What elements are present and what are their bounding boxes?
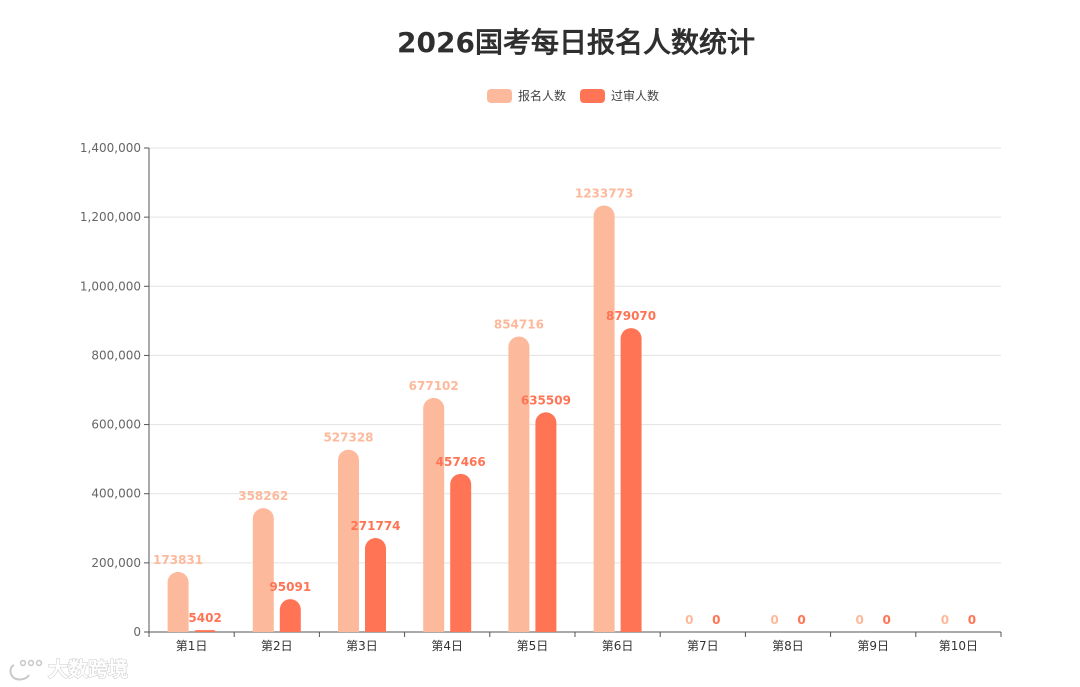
bar-value-label: 95091	[269, 580, 311, 594]
data-labels: 173831 358262 527328 677102 854716 1233773 0 0 0…	[153, 186, 976, 627]
bar-value-label: 854716	[494, 318, 544, 332]
bar-approved	[365, 538, 386, 632]
x-axis: 第1日 第2日 第3日 第4日 第5日 第6日 第7日 第8日 第9日 第10日	[148, 631, 1002, 653]
watermark-logo-icon	[9, 659, 43, 681]
bar-value-label: 0	[712, 613, 720, 627]
bar-value-label: 0	[797, 613, 805, 627]
bar-registered	[338, 449, 359, 632]
grid-lines	[149, 147, 1001, 564]
legend-item-registered[interactable]: 报名人数	[487, 88, 566, 103]
bar-approved	[194, 630, 216, 632]
legend-swatch	[580, 89, 605, 103]
x-tick-label: 第10日	[939, 639, 978, 653]
x-tick-label: 第5日	[517, 639, 549, 653]
bar-value-label: 173831	[153, 553, 203, 567]
bar-value-label: 0	[883, 613, 891, 627]
bar-approved	[535, 412, 557, 632]
y-tick-label: 1,200,000	[80, 210, 141, 224]
bars	[167, 205, 642, 632]
bar-value-label: 0	[941, 613, 949, 627]
bar-value-label: 677102	[409, 379, 459, 393]
watermark-text: 大数跨境	[48, 657, 128, 681]
legend[interactable]: 报名人数 过审人数	[487, 88, 659, 103]
y-tick-label: 1,400,000	[80, 141, 141, 155]
y-tick-label: 0	[133, 625, 141, 639]
x-tick-label: 第3日	[346, 639, 378, 653]
bar-registered	[423, 397, 445, 632]
bar-value-label: 457466	[436, 455, 486, 469]
y-tick-label: 1,000,000	[80, 279, 141, 293]
bar-value-label: 1233773	[575, 186, 633, 200]
bar-value-label: 271774	[350, 519, 400, 533]
y-tick-label: 600,000	[91, 418, 141, 432]
x-tick-label: 第8日	[772, 639, 804, 653]
legend-label: 过审人数	[611, 88, 659, 103]
x-tick-label: 第6日	[602, 639, 634, 653]
bar-registered	[167, 571, 189, 632]
bar-value-label: 879070	[606, 309, 656, 323]
legend-swatch	[487, 89, 512, 103]
x-tick-label: 第1日	[176, 639, 208, 653]
bar-value-label: 527328	[323, 431, 373, 445]
y-tick-label: 200,000	[91, 556, 141, 570]
bar-value-label: 358262	[238, 489, 288, 503]
bar-value-label: 635509	[521, 393, 571, 407]
bar-value-label: 0	[856, 613, 864, 627]
bar-registered	[508, 336, 530, 632]
bar-value-label: 5402	[188, 611, 221, 625]
x-tick-label: 第7日	[687, 639, 719, 653]
bar-approved	[450, 473, 472, 632]
y-tick-label: 800,000	[91, 348, 141, 362]
x-tick-label: 第4日	[431, 639, 463, 653]
bar-registered	[252, 508, 274, 632]
bar-value-label: 0	[968, 613, 976, 627]
bar-registered	[593, 205, 615, 632]
y-tick-label: 400,000	[91, 487, 141, 501]
legend-label: 报名人数	[518, 88, 566, 103]
chart-title: 2026国考每日报名人数统计	[397, 26, 755, 59]
watermark: 大数跨境	[9, 657, 129, 682]
x-tick-label: 第9日	[857, 639, 889, 653]
legend-item-approved[interactable]: 过审人数	[580, 88, 659, 103]
x-tick-label: 第2日	[261, 639, 293, 653]
bar-approved	[620, 328, 642, 632]
bar-value-label: 0	[685, 613, 693, 627]
y-axis: 0 200,000 400,000 600,000 800,000 1,000,000 1,…	[80, 141, 150, 639]
bar-value-label: 0	[770, 613, 778, 627]
bar-approved	[279, 599, 301, 632]
